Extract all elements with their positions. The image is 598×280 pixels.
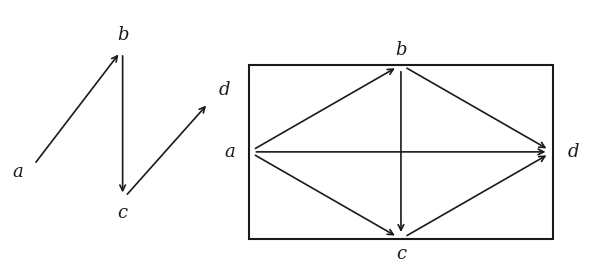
Text: a: a (225, 143, 236, 161)
Text: d: d (568, 143, 579, 161)
Text: b: b (395, 41, 407, 59)
Text: d: d (219, 81, 230, 99)
Text: a: a (13, 163, 23, 181)
Text: c: c (396, 245, 406, 263)
Text: c: c (118, 204, 128, 222)
Bar (249, 65, 553, 239)
Text: b: b (117, 26, 129, 44)
